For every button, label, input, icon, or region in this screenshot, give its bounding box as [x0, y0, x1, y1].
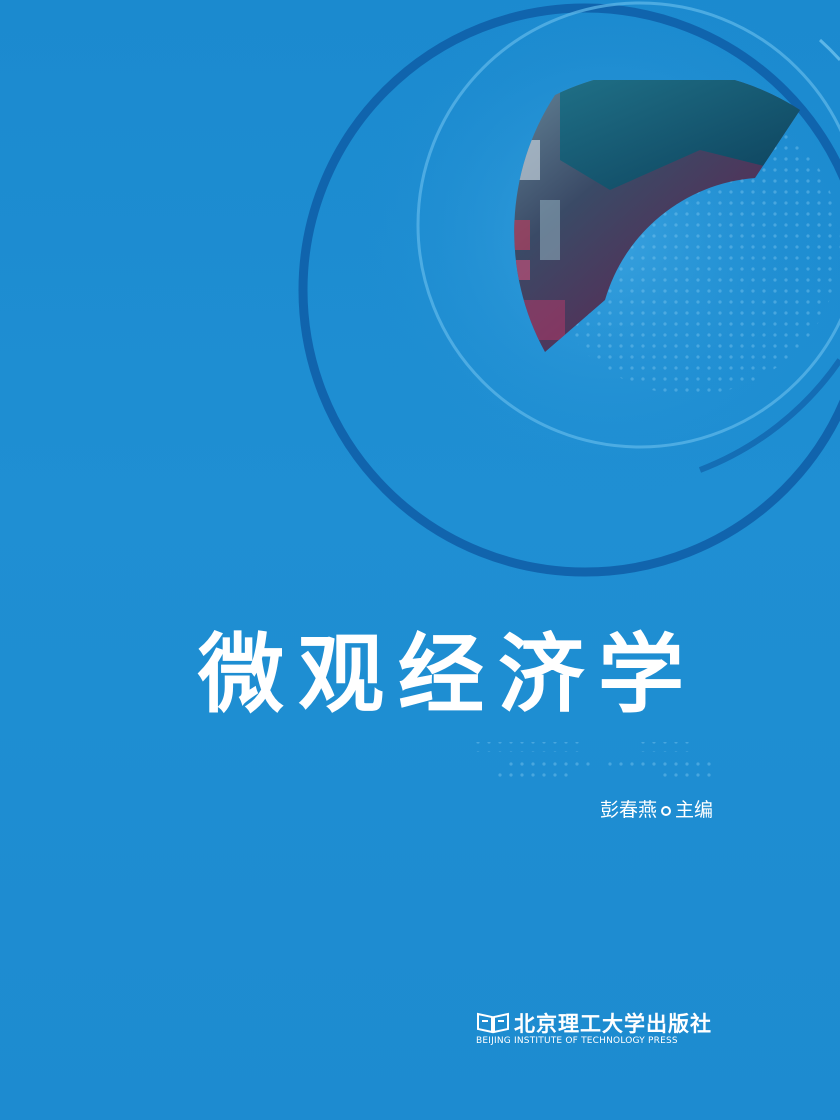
- outer-ring: [298, 3, 840, 577]
- ring-arc: [698, 358, 840, 473]
- publisher-name-cn: 北京理工大学出版社: [514, 1012, 712, 1036]
- separator-circle-icon: [661, 805, 672, 816]
- author-role: 主编: [675, 799, 714, 821]
- book-title: 微观经济学: [198, 625, 698, 725]
- author-line: 彭春燕 主编: [600, 795, 713, 822]
- publisher-book-logo-icon: [477, 1012, 509, 1034]
- publisher-block: 北京理工大学出版社 BEIJING INSTITUTE OF TECHNOLOG…: [476, 1008, 726, 1048]
- publisher-name-en: BEIJING INSTITUTE OF TECHNOLOGY PRESS: [476, 1036, 678, 1046]
- inner-ring: [416, 1, 840, 449]
- author-name: 彭春燕: [600, 799, 658, 821]
